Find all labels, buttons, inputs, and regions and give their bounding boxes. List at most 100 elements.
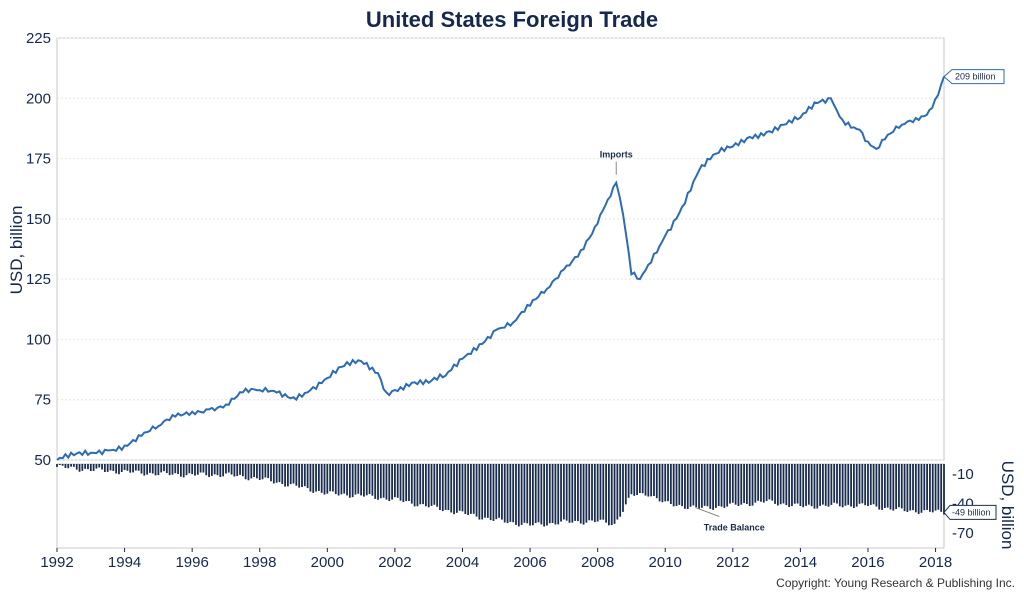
trade-balance-bar: [250, 464, 253, 479]
trade-balance-bar: [306, 464, 309, 489]
trade-balance-bar: [424, 464, 427, 507]
trade-balance-bar: [67, 464, 70, 469]
x-axis-tick-label: 2006: [513, 554, 546, 571]
trade-balance-bar: [101, 464, 103, 470]
imports-callout-box: [943, 69, 1005, 85]
trade-balance-bar: [405, 464, 408, 502]
trade-balance-bar: [70, 464, 72, 467]
trade-balance-bar: [886, 464, 889, 508]
imports-y-tick-label: 100: [26, 331, 51, 348]
imports-y-axis-label: USD, billion: [7, 206, 26, 295]
trade-balance-callout-label: -49 billion: [952, 507, 991, 517]
trade-balance-bar: [841, 464, 844, 508]
trade-balance-bar: [348, 464, 351, 498]
trade-balance-bar: [636, 464, 638, 496]
trade-balance-bar: [475, 464, 478, 517]
trade-balance-bar: [374, 464, 377, 499]
trade-balance-bar: [793, 464, 796, 504]
trade-balance-bar: [267, 464, 270, 479]
trade-balance-bar: [881, 464, 883, 510]
trade-balance-bar: [163, 464, 165, 472]
trade-balance-bar: [602, 464, 605, 520]
trade-balance-bar: [895, 464, 898, 509]
trade-balance-bar: [661, 464, 664, 503]
trade-balance-bar: [219, 464, 222, 478]
x-axis-tick-label: 2010: [649, 554, 682, 571]
trade-balance-bar: [106, 464, 109, 472]
trade-balance-bar: [168, 464, 171, 476]
trade-balance-bar: [689, 464, 692, 507]
trade-balance-bar: [391, 464, 393, 500]
x-axis-tick-label: 2008: [581, 554, 614, 571]
trade-balance-bar: [692, 464, 695, 506]
trade-balance-bar: [872, 464, 875, 505]
trade-balance-bar: [84, 464, 87, 469]
trade-balance-bar: [98, 464, 101, 468]
trade-balance-bar: [757, 464, 760, 501]
trade-balance-bar: [717, 464, 720, 507]
trade-balance-bar: [678, 464, 681, 505]
trade-balance-bar: [134, 464, 137, 471]
trade-balance-bar: [686, 464, 689, 510]
trade-balance-bar: [132, 464, 134, 473]
trade-balance-bar: [332, 464, 334, 492]
trade-balance-bar: [182, 464, 185, 478]
trade-balance-annotation: Trade Balance: [695, 507, 765, 533]
trade-balance-bar: [565, 464, 568, 521]
trade-balance-bar: [577, 464, 579, 522]
imports-gridlines: [57, 37, 944, 461]
trade-balance-bar: [912, 464, 914, 511]
trade-balance-bar: [883, 464, 886, 509]
trade-balance-bar: [382, 464, 385, 498]
trade-balance-bar: [284, 464, 286, 487]
trade-balance-bar: [118, 464, 120, 475]
trade-balance-bar: [526, 464, 529, 524]
trade-balance-bar: [574, 464, 577, 521]
trade-balance-bar: [379, 464, 382, 499]
trade-balance-bar: [560, 464, 562, 522]
trade-balance-bar: [644, 464, 647, 496]
trade-balance-bar: [95, 464, 98, 469]
trade-balance-bar: [613, 464, 616, 524]
trade-balance-bar: [174, 464, 177, 474]
trade-balance-bar: [171, 464, 174, 475]
trade-balance-bar: [303, 464, 306, 487]
trade-balance-bar: [317, 464, 320, 491]
trade-balance-bar: [546, 464, 548, 526]
trade-balance-bar: [681, 464, 684, 507]
trade-balance-bar: [357, 464, 360, 494]
trade-balance-bar: [740, 464, 743, 505]
trade-balance-bar: [264, 464, 267, 478]
trade-balance-bar: [622, 464, 624, 512]
trade-balance-bar: [765, 464, 768, 501]
trade-balance-bar: [929, 464, 931, 512]
trade-balance-bar: [143, 464, 146, 476]
trade-balance-bar: [149, 464, 151, 473]
trade-balance-bar: [923, 464, 926, 511]
trade-balance-bar: [501, 464, 503, 520]
trade-balance-bar: [430, 464, 433, 506]
trade-balance-bar: [706, 464, 709, 507]
x-axis-tick-label: 1998: [243, 554, 276, 571]
trade-balance-bar: [531, 464, 534, 526]
trade-balance-bar: [633, 464, 636, 496]
trade-balance-bar: [408, 464, 410, 501]
trade-balance-bar: [486, 464, 489, 518]
trade-balance-bar: [492, 464, 495, 521]
trade-balance-bar: [258, 464, 261, 480]
trade-balance-bar: [579, 464, 582, 524]
trade-balance-bar: [864, 464, 867, 506]
trade-balance-bar: [81, 464, 84, 471]
trade-balance-bar: [903, 464, 906, 512]
trade-balance-bar: [838, 464, 841, 507]
trade-balance-bar: [943, 464, 945, 515]
trade-balance-bar: [610, 464, 613, 526]
trade-balance-bar: [137, 464, 140, 471]
trade-balance-bar: [700, 464, 703, 508]
trade-balance-bar: [441, 464, 444, 512]
trade-balance-bar: [368, 464, 371, 495]
trade-balance-bar: [191, 464, 194, 475]
trade-balance-bar: [760, 464, 762, 502]
trade-balance-bar: [165, 464, 168, 474]
trade-balance-bar: [537, 464, 540, 523]
